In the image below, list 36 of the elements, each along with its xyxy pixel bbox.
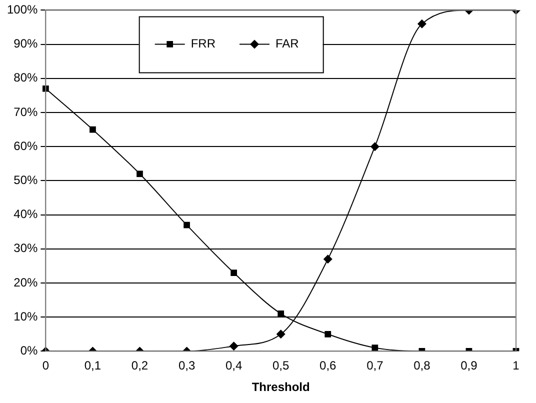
y-tick-label: 100% xyxy=(6,2,38,17)
x-tick-label: 0,3 xyxy=(178,358,196,373)
x-tick-label: 0,6 xyxy=(320,358,337,373)
point xyxy=(370,142,380,152)
y-tick-label: 50% xyxy=(14,173,38,188)
point xyxy=(90,126,96,133)
y-tick-label: 70% xyxy=(14,104,38,119)
x-tick-label: 0,7 xyxy=(366,358,384,373)
x-tick-label: 0,4 xyxy=(225,358,242,373)
point xyxy=(230,270,237,276)
y-tick-label: 30% xyxy=(14,241,38,256)
x-tick-label: 0,8 xyxy=(414,358,431,373)
legend-label: FAR xyxy=(276,36,300,51)
legend-label: FRR xyxy=(190,36,216,51)
x-tick-label: 0,1 xyxy=(84,358,102,373)
point xyxy=(278,310,284,317)
x-axis-title: Threshold xyxy=(252,380,310,394)
y-tick-label: 10% xyxy=(14,309,38,324)
y-tick-label: 60% xyxy=(14,138,38,153)
x-tick-label: 0,5 xyxy=(272,358,290,373)
point xyxy=(324,330,332,338)
y-tick-label: 80% xyxy=(14,70,38,85)
point xyxy=(184,222,190,228)
y-tick-label: 0% xyxy=(20,344,38,358)
x-tick-label: 0,2 xyxy=(131,358,148,373)
y-tick-label: 20% xyxy=(14,275,38,290)
y-tick-label: 90% xyxy=(14,36,38,51)
point xyxy=(229,342,238,351)
point xyxy=(276,330,286,339)
x-tick-label: 0,9 xyxy=(460,358,478,373)
x-tick-label: 0 xyxy=(42,358,50,373)
x-tick-label: 1 xyxy=(512,358,520,373)
point xyxy=(323,254,332,264)
point xyxy=(372,344,378,351)
y-tick-label: 40% xyxy=(14,207,38,222)
point xyxy=(136,170,143,178)
